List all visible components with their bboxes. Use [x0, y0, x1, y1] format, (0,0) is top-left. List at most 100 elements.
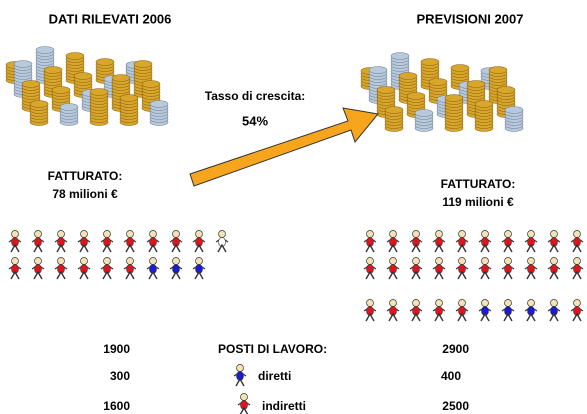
head [103, 230, 111, 238]
legs [549, 270, 559, 280]
right-revenue-label: FATTURATO: [441, 177, 516, 191]
body [80, 264, 88, 274]
body [57, 264, 65, 274]
head [103, 257, 111, 265]
head [550, 299, 558, 307]
head [126, 230, 134, 238]
head [481, 299, 489, 307]
total-2006: 1900 [103, 342, 130, 356]
coin [496, 86, 516, 94]
head [527, 299, 535, 307]
legs [171, 243, 181, 253]
head [504, 230, 512, 238]
coin [488, 66, 508, 74]
coin [21, 80, 41, 88]
coin [43, 66, 63, 74]
body [126, 237, 134, 247]
body [481, 306, 489, 316]
head [57, 230, 65, 238]
legs [411, 270, 421, 280]
coin [149, 100, 169, 108]
body [527, 264, 535, 274]
legs [572, 243, 582, 253]
body [389, 237, 397, 247]
left-revenue: 78 milioni € [52, 187, 118, 201]
legs [56, 270, 66, 280]
coin [428, 78, 448, 86]
head [11, 230, 19, 238]
head [458, 257, 466, 265]
legs [102, 270, 112, 280]
head [80, 230, 88, 238]
legs [79, 270, 89, 280]
legs [56, 243, 66, 253]
legs [125, 270, 135, 280]
coin [450, 64, 470, 72]
body [527, 237, 535, 247]
legs [79, 243, 89, 253]
coin [89, 88, 109, 96]
body [435, 264, 443, 274]
body [218, 237, 226, 247]
legs [434, 270, 444, 280]
legs [171, 270, 181, 280]
legs [102, 243, 112, 253]
body [103, 264, 111, 274]
head [435, 257, 443, 265]
legs [10, 270, 20, 280]
legs [148, 270, 158, 280]
legs [388, 270, 398, 280]
head [236, 364, 244, 372]
head [573, 257, 581, 265]
head [389, 230, 397, 238]
head [412, 299, 420, 307]
coin [59, 103, 79, 111]
direct-2007: 400 [441, 369, 461, 383]
head [11, 257, 19, 265]
body [458, 237, 466, 247]
body [172, 237, 180, 247]
body [126, 264, 134, 274]
people-icons [8, 230, 584, 414]
head [527, 230, 535, 238]
body [435, 237, 443, 247]
head [195, 230, 203, 238]
body [481, 237, 489, 247]
head [458, 230, 466, 238]
direct-2006: 300 [110, 369, 130, 383]
coin [398, 72, 418, 80]
coin [444, 94, 464, 102]
body [504, 237, 512, 247]
body [11, 264, 19, 274]
head [389, 299, 397, 307]
legs [239, 406, 249, 414]
body [103, 237, 111, 247]
coin [504, 106, 524, 114]
body [573, 264, 581, 274]
indirect-2007: 2500 [442, 399, 469, 413]
legs [235, 377, 245, 387]
legs [457, 312, 467, 322]
coin [35, 46, 55, 54]
body [195, 264, 203, 274]
head [366, 299, 374, 307]
body [458, 306, 466, 316]
legs [388, 312, 398, 322]
coin [95, 58, 115, 66]
head [481, 230, 489, 238]
head [389, 257, 397, 265]
legs [457, 243, 467, 253]
head [195, 257, 203, 265]
left-title: DATI RILEVATI 2006 [49, 11, 172, 26]
body [172, 264, 180, 274]
body [550, 264, 558, 274]
head [412, 257, 420, 265]
legs [549, 243, 559, 253]
coin [119, 94, 139, 102]
right-revenue: 119 milioni € [442, 195, 514, 209]
legs [526, 270, 536, 280]
legs [194, 243, 204, 253]
body [389, 306, 397, 316]
body [236, 371, 244, 381]
legs [10, 243, 20, 253]
